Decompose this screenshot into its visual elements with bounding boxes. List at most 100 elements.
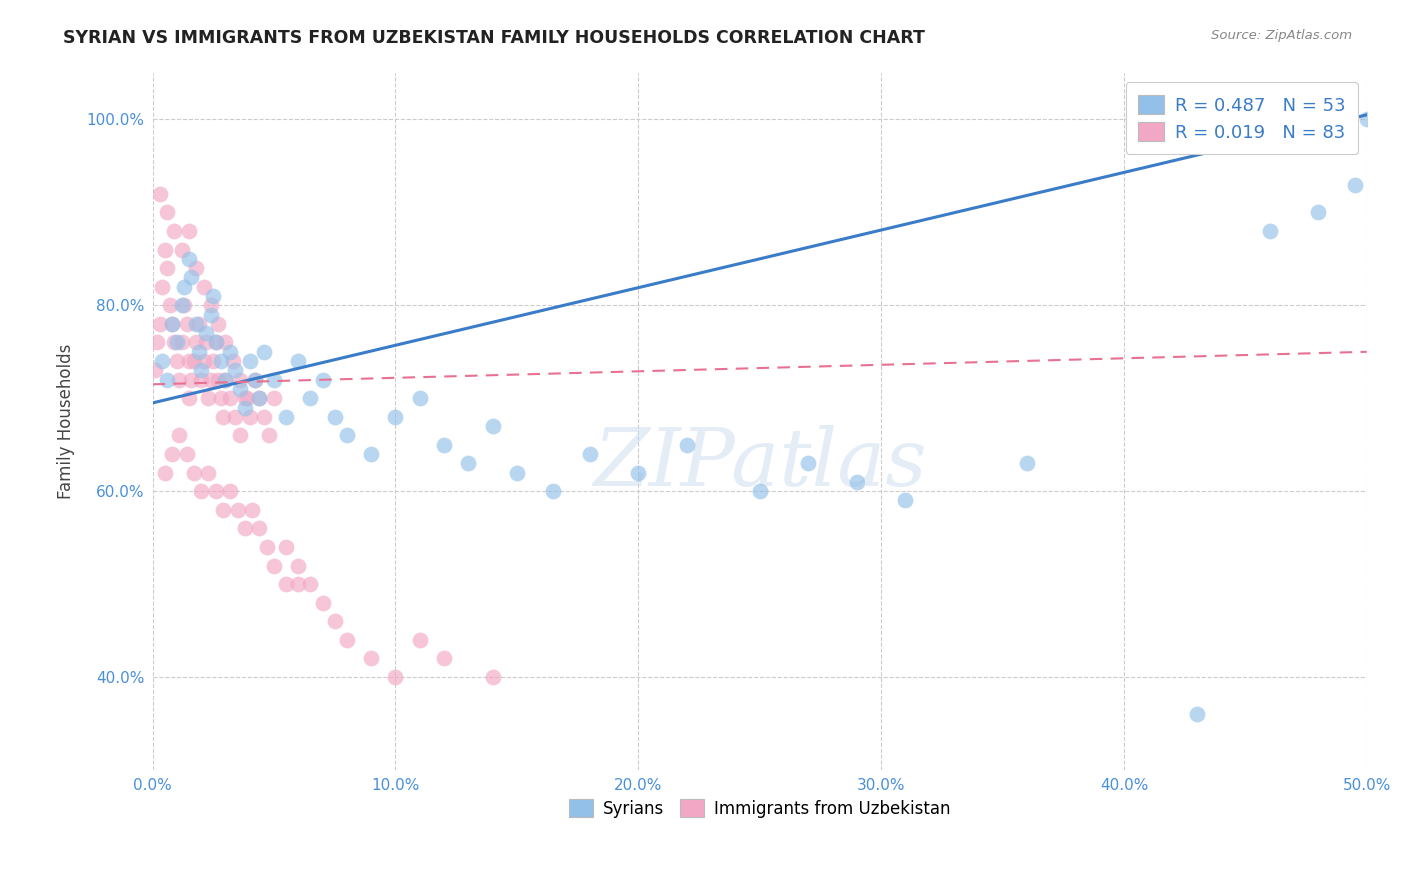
Point xyxy=(433,651,456,665)
Point xyxy=(186,317,208,331)
Point xyxy=(190,484,212,499)
Point xyxy=(263,373,285,387)
Point xyxy=(166,335,188,350)
Point xyxy=(156,205,179,219)
Point xyxy=(224,409,246,424)
Point xyxy=(183,354,205,368)
Point xyxy=(233,401,256,415)
Point xyxy=(229,382,252,396)
Point xyxy=(170,243,193,257)
Point xyxy=(207,373,229,387)
Point xyxy=(253,409,276,424)
Point xyxy=(222,354,245,368)
Point xyxy=(160,317,183,331)
Point xyxy=(187,317,209,331)
Point xyxy=(207,317,229,331)
Point xyxy=(180,270,202,285)
Point xyxy=(169,373,191,387)
Point xyxy=(163,224,186,238)
Point xyxy=(1015,456,1038,470)
Point xyxy=(170,335,193,350)
Point xyxy=(163,335,186,350)
Point xyxy=(233,521,256,535)
Point xyxy=(481,670,503,684)
Text: Source: ZipAtlas.com: Source: ZipAtlas.com xyxy=(1212,29,1353,42)
Point xyxy=(336,632,359,647)
Point xyxy=(249,391,271,405)
Point xyxy=(150,279,173,293)
Point xyxy=(240,502,263,516)
Text: SYRIAN VS IMMIGRANTS FROM UZBEKISTAN FAMILY HOUSEHOLDS CORRELATION CHART: SYRIAN VS IMMIGRANTS FROM UZBEKISTAN FAM… xyxy=(63,29,925,46)
Point xyxy=(229,428,252,442)
Point xyxy=(311,373,333,387)
Point xyxy=(276,577,298,591)
Point xyxy=(180,373,202,387)
Point xyxy=(173,279,195,293)
Point xyxy=(239,409,262,424)
Point xyxy=(177,391,200,405)
Point xyxy=(190,363,212,377)
Point xyxy=(506,466,529,480)
Point xyxy=(299,391,322,405)
Point xyxy=(226,502,249,516)
Point xyxy=(149,186,172,201)
Point xyxy=(153,243,176,257)
Point xyxy=(159,298,181,312)
Point xyxy=(578,447,600,461)
Point xyxy=(236,391,259,405)
Point xyxy=(253,344,276,359)
Point xyxy=(894,493,917,508)
Point xyxy=(204,335,226,350)
Point xyxy=(219,344,242,359)
Point xyxy=(187,344,209,359)
Legend: Syrians, Immigrants from Uzbekistan: Syrians, Immigrants from Uzbekistan xyxy=(562,792,957,824)
Point xyxy=(197,466,219,480)
Point xyxy=(153,466,176,480)
Point xyxy=(193,279,215,293)
Point xyxy=(433,438,456,452)
Point xyxy=(336,428,359,442)
Point xyxy=(214,335,236,350)
Point xyxy=(276,409,298,424)
Point xyxy=(263,391,285,405)
Point xyxy=(149,317,172,331)
Point xyxy=(299,577,322,591)
Point xyxy=(177,252,200,266)
Point xyxy=(323,409,346,424)
Point xyxy=(143,363,166,377)
Point xyxy=(676,438,699,452)
Point xyxy=(169,428,191,442)
Point xyxy=(214,373,236,387)
Point xyxy=(219,391,242,405)
Point xyxy=(1308,205,1330,219)
Point xyxy=(457,456,479,470)
Point xyxy=(256,540,278,554)
Point xyxy=(190,373,212,387)
Point xyxy=(249,521,271,535)
Point xyxy=(176,447,198,461)
Point xyxy=(177,354,200,368)
Point xyxy=(287,558,309,573)
Point xyxy=(176,317,198,331)
Point xyxy=(233,391,256,405)
Point xyxy=(160,447,183,461)
Point xyxy=(224,363,246,377)
Point xyxy=(186,261,208,276)
Point xyxy=(173,298,195,312)
Y-axis label: Family Households: Family Households xyxy=(58,343,75,500)
Point xyxy=(239,354,262,368)
Point xyxy=(186,335,208,350)
Point xyxy=(243,373,266,387)
Point xyxy=(150,354,173,368)
Point xyxy=(197,391,219,405)
Point xyxy=(212,502,235,516)
Point xyxy=(287,354,309,368)
Point xyxy=(200,308,222,322)
Point xyxy=(249,391,271,405)
Point xyxy=(183,466,205,480)
Point xyxy=(177,224,200,238)
Point xyxy=(276,540,298,554)
Point xyxy=(845,475,868,489)
Point xyxy=(202,289,225,303)
Point xyxy=(160,317,183,331)
